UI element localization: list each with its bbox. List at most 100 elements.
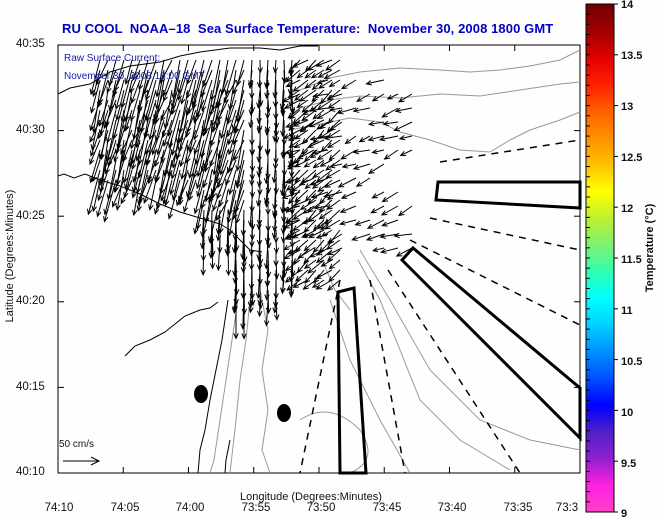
current-vector [248, 299, 254, 314]
current-vector [327, 109, 341, 125]
current-vector [226, 99, 237, 125]
current-vector [215, 239, 222, 272]
current-vector [138, 59, 149, 91]
current-vector [228, 169, 237, 196]
current-vector [326, 249, 341, 262]
current-vector [326, 139, 341, 149]
current-vector [324, 209, 341, 225]
current-vector [185, 139, 197, 164]
coastline [57, 45, 318, 474]
current-vector [382, 120, 399, 127]
current-vector [171, 59, 181, 100]
current-vector [200, 69, 213, 98]
current-vector [124, 109, 133, 132]
current-vector [209, 79, 221, 116]
current-vector [219, 149, 229, 176]
current-vector [264, 299, 270, 327]
current-vector [299, 89, 317, 102]
current-vector [201, 79, 213, 112]
current-vector [294, 89, 309, 101]
current-vector [167, 99, 181, 137]
current-vector [210, 59, 221, 101]
current-vector [338, 219, 357, 226]
current-vector [328, 269, 341, 283]
current-vector [284, 219, 301, 225]
current-vector [155, 159, 165, 182]
current-vector [297, 247, 315, 259]
current-vector [136, 169, 149, 212]
current-vector [180, 149, 189, 180]
current-vector [113, 129, 125, 163]
coastline-islet [224, 439, 231, 474]
current-vector [96, 179, 109, 218]
current-vector [99, 119, 109, 161]
current-vector [287, 107, 301, 119]
current-vector [381, 191, 399, 203]
current-vector [256, 119, 262, 135]
current-vector [217, 119, 229, 161]
current-vector [291, 59, 309, 68]
current-vector [329, 121, 343, 131]
current-vector [89, 59, 101, 96]
current-vector [215, 199, 229, 222]
current-vector [113, 159, 125, 193]
current-vector [378, 135, 399, 142]
current-vector [318, 199, 333, 213]
current-vector [339, 205, 357, 213]
current-vectors [86, 59, 413, 340]
current-vector [285, 79, 301, 88]
current-vector [283, 249, 301, 260]
current-vector [326, 199, 341, 210]
current-vector [294, 269, 309, 282]
colorbar-tick-label: 14 [621, 0, 634, 11]
current-vector [316, 121, 329, 130]
coastline-sandy-hook [124, 301, 219, 357]
current-vector [89, 139, 101, 166]
current-vector [256, 169, 263, 188]
current-vector [292, 219, 309, 232]
current-vector [160, 129, 173, 164]
current-vector [324, 219, 341, 230]
current-vector [137, 139, 149, 179]
current-vector [328, 149, 341, 161]
station-marker [277, 404, 291, 422]
current-vector [394, 107, 413, 113]
current-vector [235, 159, 245, 189]
current-vector [105, 109, 117, 144]
current-vector [223, 79, 237, 104]
current-vector [315, 233, 329, 239]
current-vector [257, 289, 264, 310]
current-vector [310, 191, 329, 199]
current-vector [89, 79, 101, 114]
current-vector [302, 205, 315, 214]
current-vector [296, 99, 309, 109]
current-vector [326, 279, 341, 291]
current-vector [317, 179, 333, 193]
x-tick-label: 74:00 [175, 502, 205, 514]
current-vector [337, 107, 357, 115]
current-vector [273, 239, 280, 255]
x-tick-label: 74:05 [110, 502, 140, 514]
current-vector [233, 139, 245, 162]
current-vector [193, 189, 205, 235]
current-vector [320, 219, 333, 231]
current-vector [399, 149, 413, 157]
current-vector [386, 93, 399, 100]
current-vector [328, 163, 343, 169]
current-vector [167, 109, 181, 149]
current-vector [170, 119, 181, 156]
current-vector [311, 279, 325, 289]
inset-line-2: November 30, 2008 18:00 GMT [64, 71, 205, 82]
current-vector [120, 129, 133, 155]
current-vector [193, 109, 205, 141]
current-vector [169, 159, 181, 196]
current-vector [328, 259, 341, 270]
current-vector [272, 59, 279, 74]
current-vector [298, 177, 315, 186]
current-vector [105, 149, 117, 175]
current-vector [317, 69, 333, 78]
y-axis-label: Latitude (Degrees:Minutes) [4, 189, 16, 323]
current-vector [91, 159, 101, 183]
current-vector [312, 109, 325, 120]
current-vector [393, 121, 413, 132]
